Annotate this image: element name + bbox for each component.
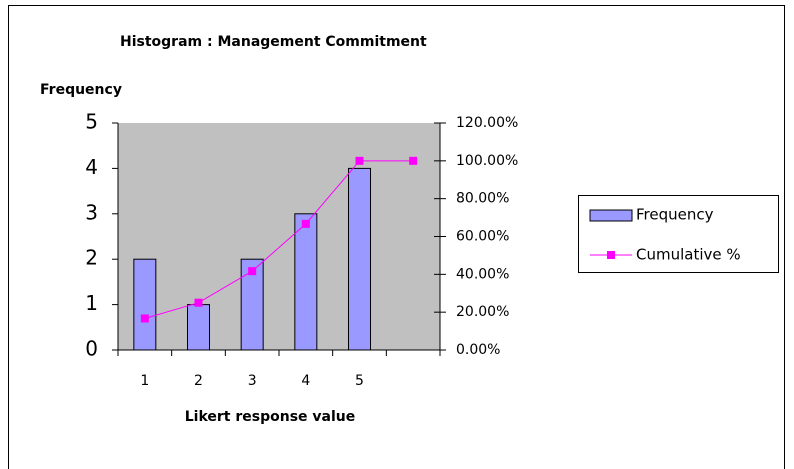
y-tick-label: 1: [85, 291, 98, 315]
x-tick-label: 1: [140, 373, 149, 389]
y-tick-label: 4: [85, 155, 98, 179]
x-tick-label: 5: [355, 373, 364, 389]
x-tick-label: 2: [194, 373, 203, 389]
marker: [409, 156, 418, 165]
y2-tick-label: 80.00%: [456, 191, 509, 207]
legend-swatch: [589, 209, 633, 222]
y-tick-label: 2: [85, 246, 98, 270]
bar: [348, 167, 371, 351]
bar: [133, 258, 157, 351]
y-axis-title: Frequency: [40, 82, 122, 98]
y-tick-label: 3: [85, 200, 98, 224]
plot-area: [118, 123, 440, 350]
marker: [248, 267, 257, 276]
y2-tick-label: 0.00%: [456, 342, 500, 358]
y2-tick-label: 20.00%: [456, 304, 509, 320]
marker: [194, 298, 203, 307]
legend-swatch: [607, 251, 615, 259]
x-axis-title: Likert response value: [185, 409, 356, 425]
y2-tick-label: 60.00%: [456, 229, 509, 245]
legend-box: [578, 195, 779, 273]
bar: [187, 304, 210, 351]
line: [144, 160, 414, 319]
marker: [355, 156, 364, 165]
x-tick-label: 3: [248, 373, 257, 389]
y2-tick-label: 120.00%: [456, 115, 518, 131]
y-tick-label: 0: [85, 337, 98, 361]
x-tick-label: 4: [301, 373, 310, 389]
y-tick-label: 5: [85, 110, 98, 134]
legend-label: Cumulative %: [636, 246, 741, 264]
bar: [294, 213, 318, 351]
y2-tick-label: 40.00%: [456, 266, 509, 282]
chart-title: Histogram : Management Commitment: [120, 34, 427, 50]
legend-label: Frequency: [636, 206, 714, 224]
y2-tick-label: 100.00%: [456, 153, 518, 169]
marker: [140, 314, 149, 323]
marker: [301, 219, 310, 228]
